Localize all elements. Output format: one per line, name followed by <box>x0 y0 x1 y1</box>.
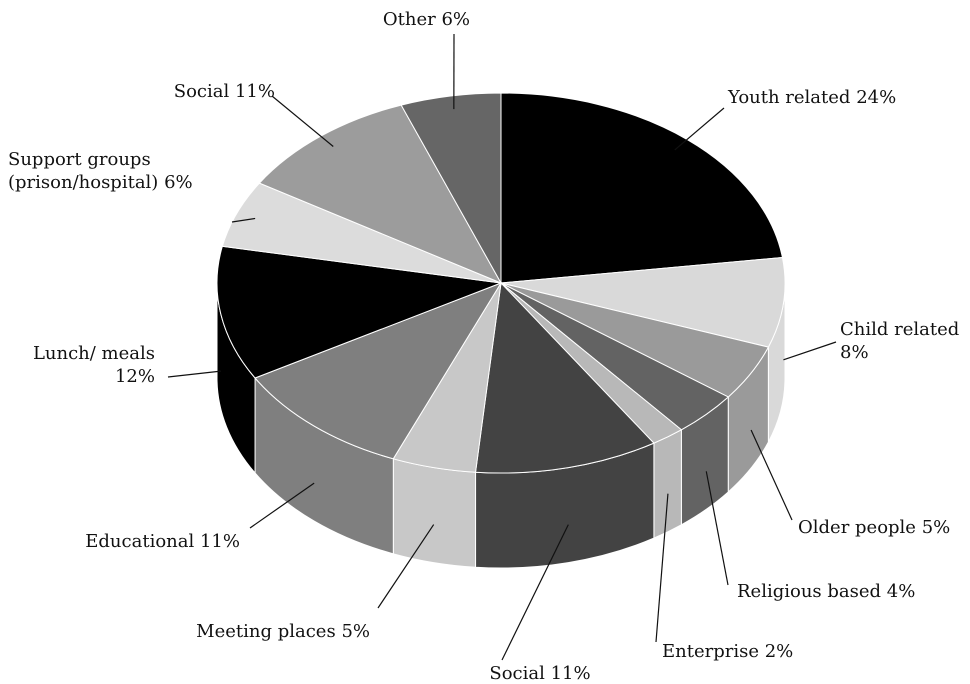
leader-line <box>167 370 221 378</box>
leader-line <box>750 429 793 521</box>
value-label: 4% <box>886 581 916 602</box>
slice <box>400 92 502 285</box>
slice <box>474 281 655 474</box>
slice-label: Enterprise 2% <box>662 640 862 663</box>
slice <box>500 256 786 348</box>
slice-label: Religious based 4% <box>737 580 967 603</box>
category-label: Religious based <box>737 581 882 602</box>
value-label: 5% <box>921 517 951 538</box>
value-label: 11% <box>199 531 240 552</box>
value-label: 11% <box>550 663 591 684</box>
category-label: Older people <box>798 517 916 538</box>
leader-line <box>674 107 725 151</box>
leader-line <box>783 341 837 361</box>
slice-label: Social 11% <box>470 662 610 684</box>
slice <box>500 92 784 284</box>
value-label: 11% <box>234 81 275 102</box>
slice-label: Child related 8% <box>840 318 960 364</box>
category-label: Other <box>382 9 436 30</box>
value-label: 8% <box>840 342 869 363</box>
slice <box>216 245 502 379</box>
slice-label: Meeting places 5% <box>150 620 370 643</box>
slice-label: Social 11% <box>100 80 275 103</box>
slice-label: Older people 5% <box>798 516 968 539</box>
leader-line <box>271 95 334 147</box>
leader-line <box>655 493 669 643</box>
slice-label: Educational 11% <box>20 530 240 553</box>
slice <box>254 282 503 460</box>
category-label: Lunch/ meals <box>32 343 155 364</box>
category-label: Social <box>489 663 545 684</box>
slice-label: Lunch/ meals 12% <box>10 342 155 388</box>
value-label: 6% <box>441 9 470 30</box>
category-label: Child related <box>840 319 960 340</box>
category-label: Enterprise <box>662 641 759 662</box>
value-label: 2% <box>764 641 794 662</box>
category-label: Youth related <box>728 87 851 108</box>
category-label: Meeting places <box>196 621 336 642</box>
slice-side <box>392 458 477 568</box>
leader-line <box>231 217 256 223</box>
slice-label: Support groups (prison/hospital) 6% <box>8 148 238 194</box>
value-label: 6% <box>164 172 193 193</box>
leader-line <box>705 471 729 586</box>
value-label: 12% <box>114 366 155 387</box>
value-label: 24% <box>856 87 897 108</box>
category-label: Social <box>173 81 230 102</box>
slice-side <box>653 428 682 539</box>
leader-line <box>501 524 569 661</box>
category-label: Support groups (prison/hospital) <box>8 149 159 193</box>
slice-label: Other 6% <box>300 8 470 31</box>
leader-line <box>377 524 435 609</box>
slice-label: Youth related 24% <box>728 86 968 109</box>
leader-line <box>249 482 315 529</box>
value-label: 5% <box>341 621 370 642</box>
category-label: Educational <box>85 531 195 552</box>
